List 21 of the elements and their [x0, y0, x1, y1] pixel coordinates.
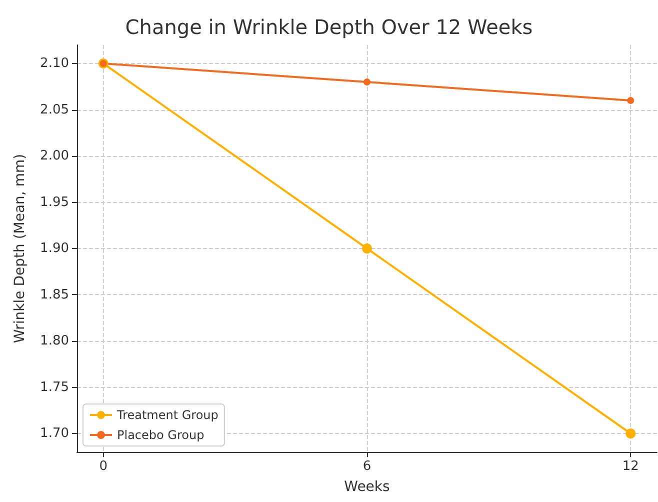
point — [627, 97, 634, 104]
y-tick-label: 2.00 — [40, 148, 69, 164]
y-tick-label: 1.80 — [40, 334, 69, 348]
x-axis-title: Weeks — [344, 479, 390, 495]
x-tick-label: 6 — [362, 459, 372, 474]
chart-title: Change in Wrinkle Depth Over 12 Weeks — [125, 15, 533, 39]
y-tick-label: 1.70 — [40, 426, 69, 441]
y-tick-label: 2.05 — [40, 102, 69, 118]
y-axis-title: Wrinkle Depth (Mean, mm) — [12, 154, 28, 344]
y-tick-label: 1.75 — [40, 380, 69, 395]
y-tick-label: 1.85 — [40, 287, 69, 302]
x-tick-label: 0 — [99, 459, 108, 474]
point — [364, 78, 370, 86]
x-tick-label: 12 — [622, 459, 639, 474]
y-tick-label: 1.95 — [40, 194, 69, 210]
y-tick-label: 1.90 — [40, 241, 69, 256]
point — [626, 428, 636, 438]
legend-label: Placebo Group — [117, 428, 204, 442]
y-tick-label: 2.10 — [40, 56, 69, 71]
legend-label: Treatment Group — [116, 408, 218, 422]
point — [362, 244, 372, 254]
